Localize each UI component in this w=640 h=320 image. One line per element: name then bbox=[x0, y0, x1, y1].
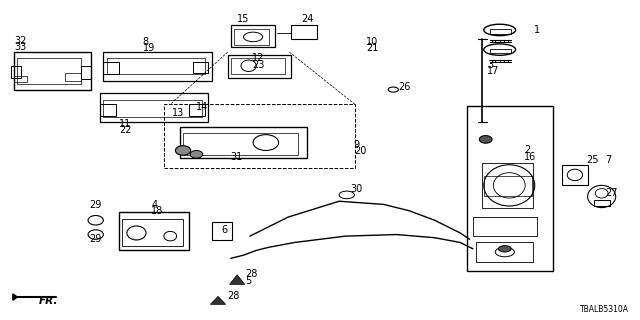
Text: 17: 17 bbox=[487, 66, 499, 76]
Text: 30: 30 bbox=[351, 184, 363, 194]
Bar bbox=[14, 76, 27, 82]
Text: 3: 3 bbox=[487, 60, 493, 70]
Text: 22: 22 bbox=[119, 125, 132, 135]
Text: 1: 1 bbox=[534, 25, 540, 35]
Text: 28: 28 bbox=[245, 269, 257, 279]
Bar bbox=[189, 105, 205, 116]
Ellipse shape bbox=[499, 246, 511, 252]
Text: 31: 31 bbox=[231, 152, 243, 162]
Bar bbox=[119, 212, 189, 251]
Text: 29: 29 bbox=[90, 234, 102, 244]
Ellipse shape bbox=[175, 146, 191, 155]
Bar bbox=[106, 59, 205, 74]
Bar bbox=[484, 176, 532, 196]
Bar bbox=[476, 243, 534, 261]
Bar bbox=[490, 29, 511, 34]
Bar bbox=[231, 25, 275, 47]
Bar bbox=[122, 219, 183, 246]
Text: 10: 10 bbox=[366, 37, 378, 47]
Text: 5: 5 bbox=[245, 276, 251, 286]
Bar bbox=[11, 67, 20, 77]
Text: 24: 24 bbox=[301, 14, 313, 24]
Text: 14: 14 bbox=[196, 102, 208, 112]
Text: 25: 25 bbox=[586, 155, 599, 165]
Text: 21: 21 bbox=[366, 43, 378, 53]
Bar bbox=[231, 59, 285, 74]
Bar bbox=[81, 67, 91, 79]
Bar bbox=[164, 105, 355, 168]
Bar bbox=[562, 165, 588, 185]
Bar bbox=[291, 25, 317, 39]
Text: 8: 8 bbox=[143, 37, 149, 47]
Text: 18: 18 bbox=[151, 206, 163, 216]
Polygon shape bbox=[13, 294, 17, 300]
Text: 12: 12 bbox=[252, 53, 264, 63]
Bar bbox=[180, 127, 307, 158]
Bar bbox=[100, 105, 116, 116]
Bar bbox=[467, 106, 552, 271]
Bar bbox=[490, 49, 511, 53]
Text: 29: 29 bbox=[90, 200, 102, 210]
Text: 4: 4 bbox=[151, 200, 157, 210]
Bar bbox=[183, 133, 298, 155]
Text: 19: 19 bbox=[143, 43, 155, 53]
Bar bbox=[234, 29, 269, 45]
Text: 13: 13 bbox=[172, 108, 184, 118]
Bar bbox=[212, 222, 232, 240]
Bar bbox=[103, 62, 119, 74]
Bar bbox=[483, 163, 534, 208]
Polygon shape bbox=[211, 296, 226, 304]
Text: 32: 32 bbox=[14, 36, 26, 46]
Text: 9: 9 bbox=[354, 140, 360, 150]
Bar bbox=[103, 100, 202, 117]
Text: 26: 26 bbox=[398, 82, 411, 92]
Ellipse shape bbox=[190, 150, 203, 158]
Polygon shape bbox=[230, 275, 245, 284]
Text: 15: 15 bbox=[237, 14, 250, 24]
Text: 16: 16 bbox=[524, 152, 536, 162]
Bar bbox=[594, 200, 610, 206]
Text: 33: 33 bbox=[14, 42, 26, 52]
Text: 11: 11 bbox=[119, 118, 132, 129]
Bar bbox=[14, 52, 91, 90]
Text: TBALB5310A: TBALB5310A bbox=[580, 305, 629, 314]
Bar bbox=[17, 59, 81, 84]
Bar bbox=[65, 73, 81, 81]
Text: FR.: FR. bbox=[38, 296, 58, 306]
Bar bbox=[473, 217, 537, 236]
Text: 20: 20 bbox=[354, 146, 366, 156]
Bar bbox=[103, 52, 212, 81]
Ellipse shape bbox=[479, 136, 492, 143]
Text: 6: 6 bbox=[221, 225, 227, 236]
Text: 2: 2 bbox=[524, 146, 530, 156]
Bar bbox=[228, 55, 291, 77]
Bar bbox=[193, 62, 209, 73]
Text: 27: 27 bbox=[605, 188, 618, 198]
Bar bbox=[100, 93, 209, 122]
Text: 23: 23 bbox=[252, 60, 264, 70]
Text: 7: 7 bbox=[605, 155, 612, 165]
Text: 28: 28 bbox=[228, 291, 240, 301]
